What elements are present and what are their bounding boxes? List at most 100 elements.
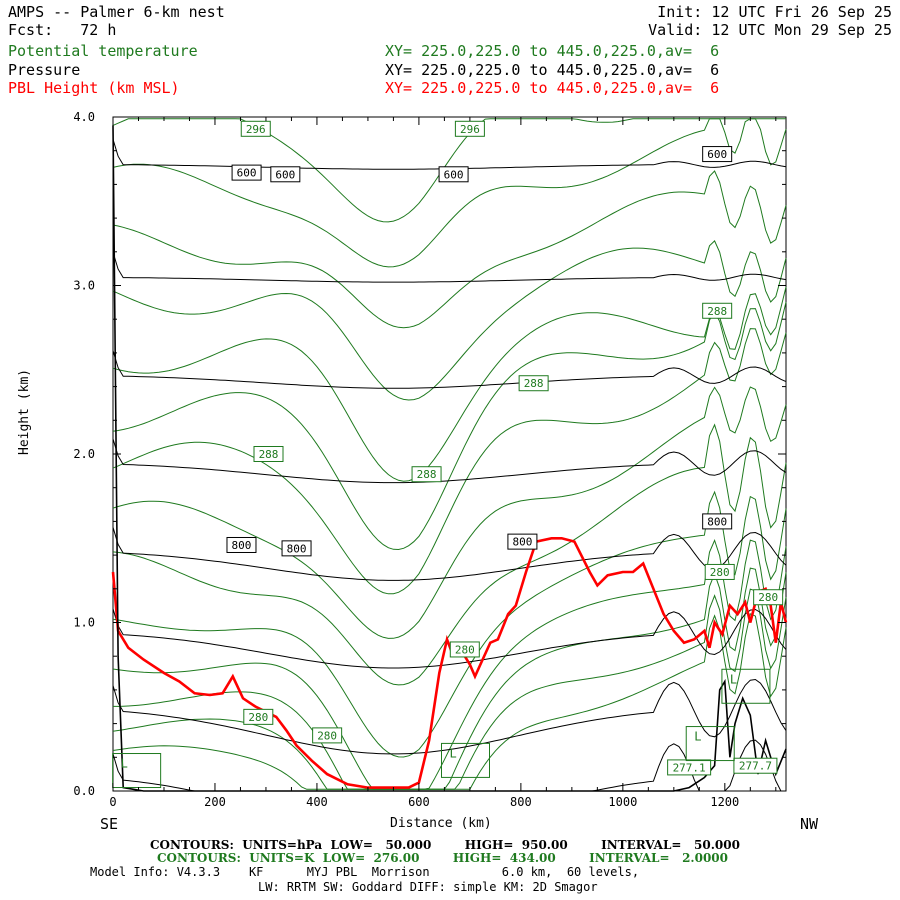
x-tick-label: 0 [109,795,116,809]
theta-contour-label: 296 [460,123,480,136]
theta-contour-label: 288 [707,305,727,318]
valid-time: Valid: 12 UTC Mon 29 Sep 25 [648,21,892,39]
pressure-contour-line [112,139,787,170]
theta-contour-label-box [312,727,343,744]
pressure-contour-label: 800 [232,539,252,552]
x-tick-label: 1000 [608,795,637,809]
pressure-contour-line [112,527,787,581]
forecast-hour: Fcst: 72 h [8,21,117,39]
theta-contour-label: 277.7 [739,760,772,773]
theta-contour-label-box [704,563,735,580]
theta-contour-label-box [753,589,784,606]
x-tick-label: 400 [306,795,328,809]
theta-contour-label-box [702,302,733,319]
pressure-contour-line [112,678,787,755]
plot-frame [112,116,787,792]
theta-contour-label: 280 [455,643,475,656]
x-tick-label: 1200 [710,795,739,809]
x-axis-left-end: SE [100,815,119,833]
theta-contour-label-box [253,446,284,462]
theta-contour-line [112,170,787,329]
theta-contour-line [112,490,787,758]
y-tick-label: 4.0 [73,110,95,124]
theta-contour-label: 280 [710,566,730,579]
theta-contour-line [112,613,787,790]
legend-theta-xy: XY= 225.0,225.0 to 445.0,225.0,av= 6 [385,42,720,60]
y-tick-label: 2.0 [73,447,95,461]
theta-contour-line [112,240,787,401]
theta-contour-label: 288 [259,448,279,461]
low-marker-box [441,742,490,778]
theta-contour-line [112,423,787,686]
footer-model-info-2: LW: RRTM SW: Goddard DIFF: simple KM: 2D… [258,880,598,894]
footer-model-info: Model Info: V4.3.3 KF MYJ PBL Morrison 6… [90,865,640,879]
pressure-contour-label-box [438,166,469,183]
theta-contour-line [112,386,787,639]
low-marker-label: L [730,672,737,686]
y-tick-label: 3.0 [73,279,95,293]
y-tick-label: 1.0 [73,616,95,630]
theta-contour-line [112,118,787,268]
pressure-contour-label: 600 [275,168,295,181]
legend-theta-label: Potential temperature [8,42,198,60]
theta-contour-label-box [240,120,271,137]
pressure-contour-label: 600 [707,148,727,161]
theta-contour-label-box [411,466,442,483]
low-marker-box [112,753,162,789]
pressure-contour-line [112,608,787,669]
x-axis-label: Distance (km) [390,816,492,831]
footer-theta-contours: CONTOURS: UNITS=K LOW= 276.00 HIGH= 434.… [157,851,728,865]
pressure-contour-label: 600 [444,168,464,181]
theta-contour-line [112,286,787,551]
chart-title: AMPS -- Palmer 6-km nest [8,3,225,21]
x-tick-label: 200 [204,795,226,809]
pressure-contours [112,139,787,792]
theta-contour-label: 280 [248,711,268,724]
low-marker-label: L [450,746,457,760]
theta-contour-label: 288 [524,377,544,390]
pressure-contour-label: 800 [287,542,307,555]
pressure-contour-line [112,438,787,484]
y-tick-label: 0.0 [73,784,95,798]
pressure-contour-label-box [281,540,312,557]
footer-pressure-contours: CONTOURS: UNITS=hPa LOW= 50.000 HIGH= 95… [150,838,740,852]
pressure-contour-label-box [226,536,257,553]
x-tick-label: 800 [510,795,532,809]
low-marker-label: L [694,730,701,744]
x-axis-right-end: NW [800,815,819,833]
x-tick-label: 600 [408,795,430,809]
low-marker-box [721,668,771,704]
pressure-contour-label: 800 [512,536,532,549]
theta-contour-label-box [243,708,274,725]
pressure-contour-line [112,350,787,389]
theta-contour-label: 277.1 [673,761,706,774]
theta-contour-label-box [454,120,485,137]
theta-contour-label: 280 [758,591,778,604]
pressure-contour-label-box [702,513,733,530]
theta-contours [112,118,787,790]
low-marker-label: L [121,757,128,771]
legend-pbl-xy: XY= 225.0,225.0 to 445.0,225.0,av= 6 [385,79,720,97]
legend-pressure-label: Pressure [8,61,81,79]
pressure-contour-label: 800 [707,515,727,528]
pressure-contour-line [112,252,787,283]
theta-contour-label-box [518,375,549,392]
pressure-contour-label-box [270,166,301,183]
y-axis-label: Height (km) [17,368,32,455]
terrain-line [112,125,787,792]
theta-contour-label: 296 [246,123,266,136]
legend-pbl-label: PBL Height (km MSL) [8,79,180,97]
theta-contour-label: 280 [317,729,337,742]
init-time: Init: 12 UTC Fri 26 Sep 25 [657,3,892,21]
theta-contour-label-box [449,641,480,658]
pbl-height-line [111,537,788,789]
theta-contour-line [112,328,787,595]
legend-pressure-xy: XY= 225.0,225.0 to 445.0,225.0,av= 6 [385,61,720,79]
pressure-contour-label-box [231,164,262,181]
theta-contour-line [112,301,787,482]
theta-contour-label: 288 [417,468,437,481]
theta-contour-label-box [733,757,778,774]
theta-contour-label-box [667,759,712,776]
pressure-contour-label: 600 [237,167,257,180]
